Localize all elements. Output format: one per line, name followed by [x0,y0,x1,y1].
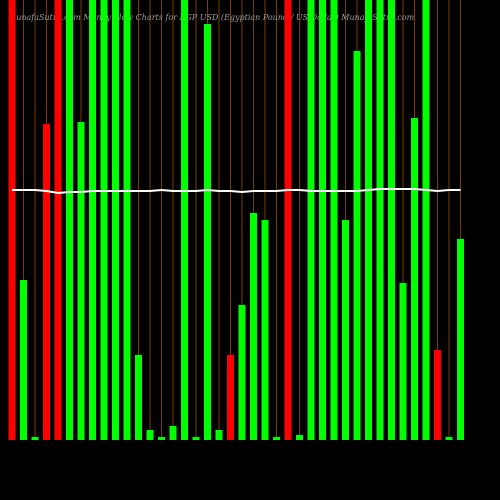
bar [123,0,131,440]
bar [54,0,62,440]
bar [100,0,108,440]
bar [169,426,177,440]
bar [77,122,85,440]
bar [31,437,39,440]
chart-title: MunafaSutra.com Money Flow Charts for EG… [7,13,415,22]
bar [158,437,165,440]
bar [434,350,441,440]
bar [399,283,407,440]
bar [8,0,16,440]
bar [411,118,418,440]
bar [296,435,303,440]
bar [365,0,372,440]
bar [376,0,384,440]
bar [261,220,269,440]
bar [20,280,27,440]
bar [43,124,50,440]
bar [135,355,142,440]
bar [89,0,96,440]
bar [422,0,430,440]
bar [445,437,453,440]
bar [307,0,315,440]
bar [250,213,257,440]
bar [273,437,280,440]
bar [284,0,292,440]
bar [388,0,395,440]
bar [330,0,338,440]
bar [112,0,119,440]
bar [227,355,234,440]
bar [342,220,349,440]
bar [353,51,361,440]
bar [66,0,73,440]
bar [181,0,188,440]
bar [146,430,154,440]
bar [204,24,211,440]
bar [238,305,246,440]
bar [457,239,464,440]
bar [319,0,326,440]
bar [192,437,200,440]
bar [215,430,223,440]
price-line [12,188,461,195]
